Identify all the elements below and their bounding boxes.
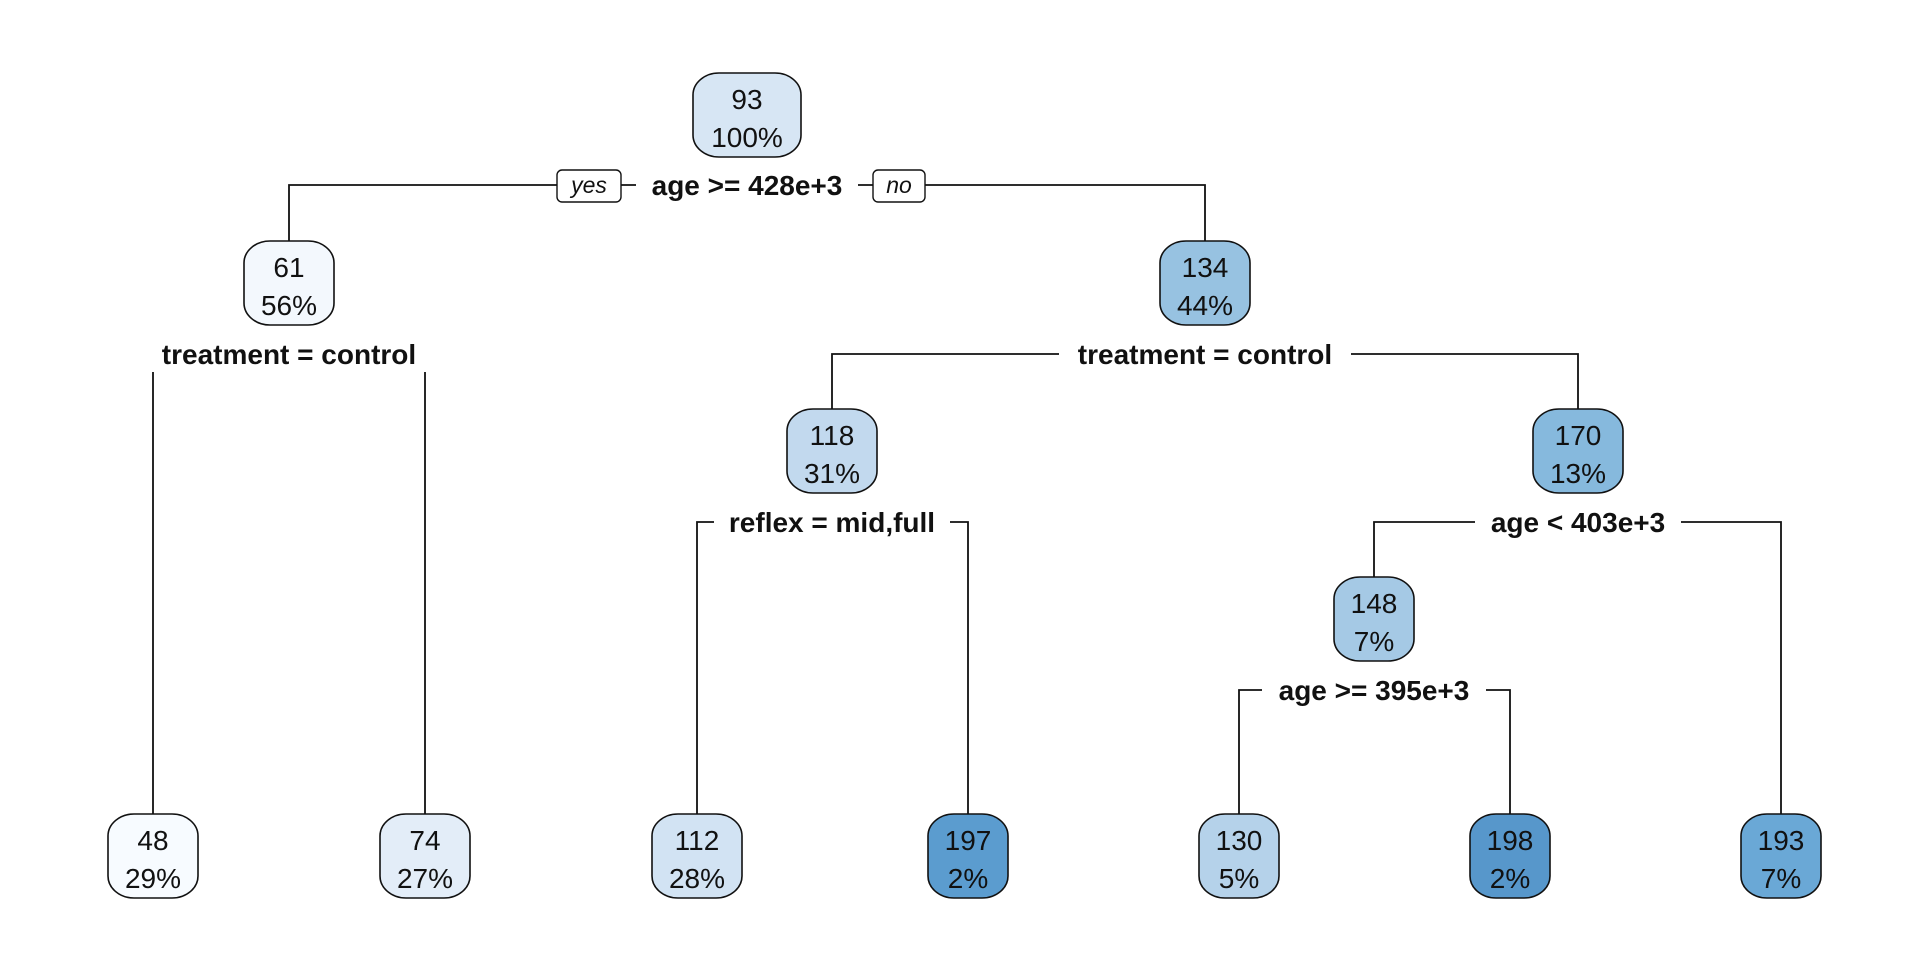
branch-tags: yes no [556,169,926,203]
edge-n6 [696,521,969,814]
tree-node-n1: 93 100% [692,72,802,158]
node-value: 134 [1182,252,1229,283]
node-value: 74 [409,825,440,856]
node-box [1333,576,1415,662]
node-percent: 5% [1219,863,1259,894]
node-box [107,813,199,899]
split-label-bg [636,167,858,203]
node-value: 93 [731,84,762,115]
node-value: 130 [1216,825,1263,856]
node-box [786,408,878,494]
node-percent: 28% [669,863,725,894]
node-percent: 13% [1550,458,1606,489]
node-value: 198 [1487,825,1534,856]
node-value: 48 [137,825,168,856]
node-box [1198,813,1280,899]
yes-tag-box [556,169,622,203]
node-percent: 7% [1354,626,1394,657]
edge-n2 [152,353,426,814]
edge-n10 [1238,689,1511,814]
split-label-bg [714,504,950,540]
node-percent: 29% [125,863,181,894]
node-value: 197 [945,825,992,856]
node-box [692,72,802,158]
split-label-n1: age >= 428e+3 [652,170,843,201]
node-value: 193 [1758,825,1805,856]
node-box [379,813,471,899]
tree-nodes: 93100%6156%13444%4829%7427%11831%17013%1… [107,72,1822,899]
node-percent: 100% [711,122,783,153]
node-value: 118 [810,420,855,451]
split-label-bg [1059,336,1351,372]
node-percent: 27% [397,863,453,894]
split-label-bg [1475,504,1681,540]
node-value: 61 [273,252,304,283]
node-box [1532,408,1624,494]
split-label-n2: treatment = control [162,339,416,370]
node-box [1469,813,1551,899]
split-label-n10: age >= 395e+3 [1279,675,1470,706]
node-percent: 7% [1761,863,1801,894]
split-label-n7: age < 403e+3 [1491,507,1665,538]
split-label-bg [143,336,435,372]
edge-n7 [1373,521,1782,814]
node-percent: 44% [1177,290,1233,321]
tree-edges [152,184,1782,814]
node-percent: 2% [1490,863,1530,894]
node-value: 148 [1351,588,1398,619]
node-box [1740,813,1822,899]
node-box [927,813,1009,899]
node-box [1159,240,1251,326]
yes-tag-label: yes [569,172,607,198]
no-tag-box [872,169,926,203]
split-labels: age >= 428e+3 treatment = control treatmen… [143,167,1681,708]
node-percent: 2% [948,863,988,894]
node-value: 170 [1555,420,1602,451]
node-box [651,813,743,899]
split-label-bg [1262,672,1486,708]
node-value: 112 [675,825,720,856]
node-box [243,240,335,326]
no-tag-label: no [886,172,912,198]
split-label-n6: reflex = mid,full [729,507,935,538]
node-percent: 56% [261,290,317,321]
node-percent: 31% [804,458,860,489]
split-label-n3: treatment = control [1078,339,1332,370]
